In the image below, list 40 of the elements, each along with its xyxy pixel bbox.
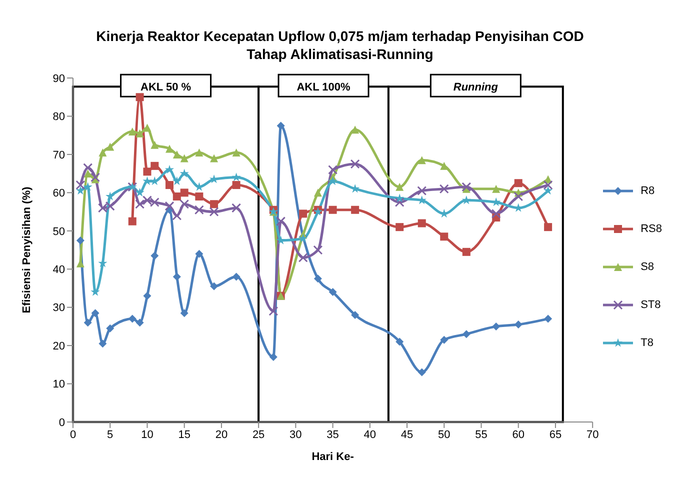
legend-label: R8 [640,185,655,197]
x-tick-label: 70 [586,428,599,441]
x-tick-label: 10 [141,428,154,441]
y-tick-label: 30 [52,302,65,314]
x-tick-label: 15 [178,428,190,441]
y-tick-label: 70 [52,149,65,162]
chart-subtitle: Tahap Aklimatisasi-Running [246,46,434,62]
legend-label: T8 [640,337,654,349]
x-tick-label: 50 [438,428,450,441]
y-tick-label: 20 [52,340,65,352]
y-tick-label: 10 [52,378,65,391]
y-tick-label: 90 [52,72,65,85]
x-tick-label: 40 [364,428,376,441]
x-tick-label: 5 [107,428,114,441]
caption-frame: AKL 100% [278,74,370,98]
y-tick-label: 80 [52,111,65,124]
y-tick-label: 50 [52,226,65,238]
y-axis-title: Efisiensi Penyisihan (%) [20,186,33,314]
x-tick-label: 35 [326,428,339,441]
y-tick-label: 40 [52,264,65,276]
x-tick-label: 45 [400,428,414,441]
chart-title: Kinerja Reaktor Kecepatan Upflow 0,075 m/jam terhadap Penyisihan COD [95,27,585,44]
legend-label: ST8 [640,299,661,311]
x-tick-label: 20 [215,428,228,441]
x-tick-label: 25 [252,428,265,441]
x-tick-label: 0 [70,428,76,441]
legend-label: S8 [640,261,654,273]
legend-label: RS8 [640,223,662,235]
band-label: AKL 100% [296,82,351,94]
x-tick-label: 60 [512,428,524,441]
x-tick-label: 30 [290,428,302,441]
caption-frame: Running [430,74,522,98]
y-tick-label: 0 [58,416,65,429]
x-axis-title: Hari Ke- [312,451,354,463]
y-tick-label: 60 [52,188,65,200]
band-label: Running [453,82,498,94]
x-tick-label: 55 [475,428,488,441]
band-label: AKL 50 % [140,82,192,94]
x-tick-label: 65 [549,428,562,441]
caption-frame: AKL 50 % [120,74,212,98]
